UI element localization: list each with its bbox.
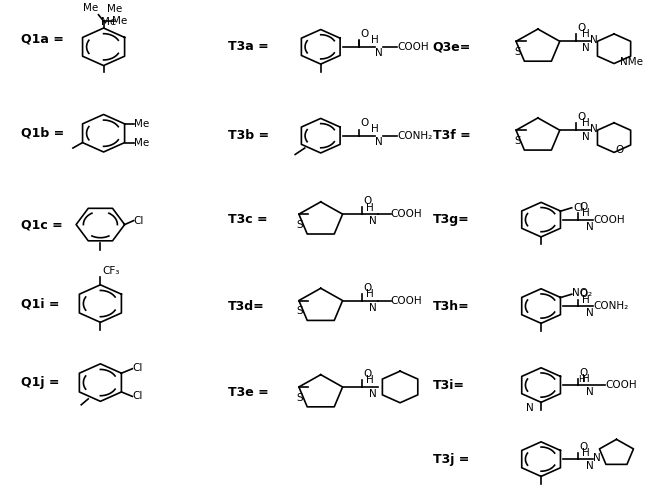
Text: Q3e=: Q3e=	[432, 40, 471, 54]
Text: O: O	[363, 196, 371, 206]
Text: H: H	[582, 29, 590, 39]
Text: S: S	[297, 220, 303, 230]
Text: Me: Me	[107, 4, 122, 14]
Text: O: O	[616, 145, 624, 155]
Text: Cl: Cl	[132, 363, 143, 373]
Text: O: O	[580, 368, 587, 378]
Text: Q1b =: Q1b =	[21, 126, 64, 140]
Text: N: N	[586, 387, 594, 397]
Text: N: N	[375, 48, 383, 58]
Text: H: H	[365, 289, 373, 299]
Text: N: N	[375, 137, 383, 147]
Text: COOH: COOH	[397, 42, 429, 52]
Text: T3i=: T3i=	[432, 378, 465, 392]
Text: T3c =: T3c =	[228, 213, 268, 226]
Text: O: O	[580, 442, 587, 452]
Text: S: S	[514, 47, 520, 57]
Text: S: S	[297, 306, 303, 316]
Text: O: O	[580, 288, 587, 298]
Text: COOH: COOH	[593, 214, 625, 224]
Text: T3b =: T3b =	[228, 129, 269, 142]
Text: T3a =: T3a =	[228, 40, 269, 54]
Text: N: N	[369, 302, 377, 312]
Text: COOH: COOH	[605, 380, 637, 390]
Text: Me: Me	[134, 119, 149, 129]
Text: N: N	[586, 222, 594, 232]
Text: N: N	[586, 461, 594, 471]
Text: N: N	[582, 43, 590, 53]
Text: Q1j =: Q1j =	[21, 376, 59, 389]
Text: CONH₂: CONH₂	[593, 301, 629, 311]
Text: Me: Me	[112, 16, 127, 26]
Text: O: O	[360, 118, 369, 128]
Text: N: N	[369, 389, 377, 399]
Text: T3d=: T3d=	[228, 300, 265, 312]
Text: O: O	[363, 282, 371, 292]
Text: H: H	[365, 202, 373, 212]
Text: T3e =: T3e =	[228, 386, 269, 399]
Text: Me: Me	[101, 16, 116, 26]
Text: H: H	[365, 376, 373, 386]
Text: T3f =: T3f =	[432, 129, 471, 142]
Text: H: H	[582, 294, 590, 304]
Text: O: O	[577, 24, 585, 34]
Text: H: H	[578, 374, 585, 384]
Text: H: H	[582, 208, 590, 218]
Text: H: H	[582, 448, 590, 458]
Text: N: N	[369, 216, 377, 226]
Text: O: O	[360, 30, 369, 40]
Text: Q1i =: Q1i =	[21, 297, 59, 310]
Text: Me: Me	[83, 3, 99, 13]
Text: N: N	[593, 452, 601, 462]
Text: Cl: Cl	[134, 216, 144, 226]
Text: NMe: NMe	[620, 57, 643, 67]
Text: S: S	[514, 136, 520, 146]
Text: COOH: COOH	[391, 209, 422, 219]
Text: CF₃: CF₃	[103, 266, 119, 276]
Text: N: N	[582, 132, 590, 141]
Text: O: O	[363, 369, 371, 379]
Text: N: N	[591, 124, 598, 134]
Text: O: O	[577, 112, 585, 122]
Text: CONH₂: CONH₂	[397, 130, 433, 140]
Text: Cl: Cl	[132, 392, 143, 402]
Text: T3h=: T3h=	[432, 300, 469, 312]
Text: Q1a =: Q1a =	[21, 33, 64, 46]
Text: S: S	[297, 393, 303, 403]
Text: H: H	[371, 36, 379, 46]
Text: NO₂: NO₂	[572, 288, 592, 298]
Text: T3j =: T3j =	[432, 452, 469, 466]
Text: H: H	[582, 374, 590, 384]
Text: N: N	[526, 404, 533, 413]
Text: Q1c =: Q1c =	[21, 218, 62, 231]
Text: H: H	[371, 124, 379, 134]
Text: H: H	[582, 118, 590, 128]
Text: N: N	[591, 35, 598, 45]
Text: Cl: Cl	[573, 203, 583, 213]
Text: T3g=: T3g=	[432, 213, 469, 226]
Text: O: O	[580, 202, 587, 212]
Text: N: N	[586, 308, 594, 318]
Text: Me: Me	[134, 138, 149, 147]
Text: COOH: COOH	[391, 296, 422, 306]
